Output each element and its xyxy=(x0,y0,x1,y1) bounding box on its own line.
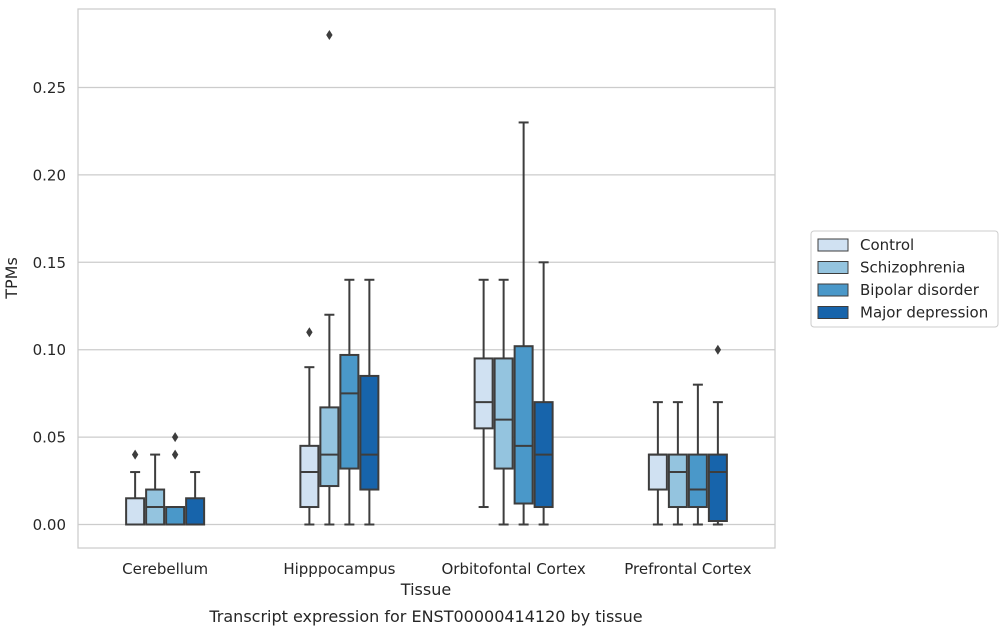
outlier-point xyxy=(171,432,179,443)
box-bipolar-disorder xyxy=(339,278,360,526)
box-body xyxy=(473,357,494,430)
box-control xyxy=(473,278,494,509)
box-body xyxy=(319,406,340,488)
box-schizophrenia xyxy=(319,30,340,526)
outlier-point xyxy=(714,344,722,355)
legend-label: Schizophrenia xyxy=(860,259,965,277)
box-body xyxy=(687,453,708,509)
y-axis-label: TPMs xyxy=(2,257,21,300)
y-tick-label: 0.00 xyxy=(33,516,66,534)
box-control xyxy=(647,401,668,526)
box-major-depression xyxy=(533,261,554,526)
box-body xyxy=(339,353,360,470)
box-body xyxy=(707,453,728,523)
legend-label: Major depression xyxy=(860,304,988,322)
x-tick-labels: Cerebellum Hipppocampus Orbitofontal Corte… xyxy=(122,560,751,578)
box-bipolar-disorder xyxy=(687,383,708,526)
y-tick-label: 0.10 xyxy=(33,341,66,359)
legend-swatch xyxy=(817,238,849,252)
legend-swatch xyxy=(817,283,849,297)
legend-swatch xyxy=(817,306,849,319)
box-body xyxy=(513,345,534,505)
legend: Control Schizophrenia Bipolar disorder Majo… xyxy=(810,230,999,328)
box-body xyxy=(165,506,186,526)
box-bipolar-disorder xyxy=(165,432,186,526)
box-schizophrenia xyxy=(667,401,688,526)
box-body xyxy=(185,497,206,526)
legend-swatch xyxy=(817,261,849,274)
outlier-point xyxy=(131,449,139,460)
box-series xyxy=(125,30,728,526)
chart-caption: Transcript expression for ENST0000041412… xyxy=(208,607,642,626)
outlier-point xyxy=(326,30,333,41)
box-control xyxy=(299,327,320,526)
box-control xyxy=(125,449,146,526)
box-bipolar-disorder xyxy=(513,121,534,526)
box-major-depression xyxy=(707,344,728,526)
x-tick-label: Orbitofontal Cortex xyxy=(442,560,586,578)
x-tick-label: Cerebellum xyxy=(122,560,208,578)
plot-frame xyxy=(77,8,776,549)
y-tick-label: 0.20 xyxy=(33,166,66,184)
box-body xyxy=(493,357,514,470)
box-body xyxy=(299,444,320,509)
box-schizophrenia xyxy=(493,278,514,526)
box-body xyxy=(125,497,146,526)
x-tick-label: Hipppocampus xyxy=(283,560,395,578)
box-major-depression xyxy=(185,471,206,526)
box-schizophrenia xyxy=(145,453,166,526)
legend-label: Control xyxy=(860,236,914,254)
legend-label: Bipolar disorder xyxy=(860,281,980,299)
x-axis-label: Tissue xyxy=(400,580,451,599)
y-tick-label: 0.25 xyxy=(33,79,66,97)
box-body xyxy=(667,453,688,509)
outlier-point xyxy=(306,327,313,338)
box-body xyxy=(647,453,668,491)
outlier-point xyxy=(171,449,179,460)
box-major-depression xyxy=(359,278,380,526)
y-tick-label: 0.15 xyxy=(33,254,66,272)
x-tick-label: Prefrontal Cortex xyxy=(624,560,751,578)
legend-frame xyxy=(810,230,999,328)
box-body xyxy=(359,374,380,491)
y-tick-label: 0.05 xyxy=(33,429,66,447)
y-tick-labels: 0.00 0.05 0.10 0.15 0.20 0.25 xyxy=(33,79,66,534)
